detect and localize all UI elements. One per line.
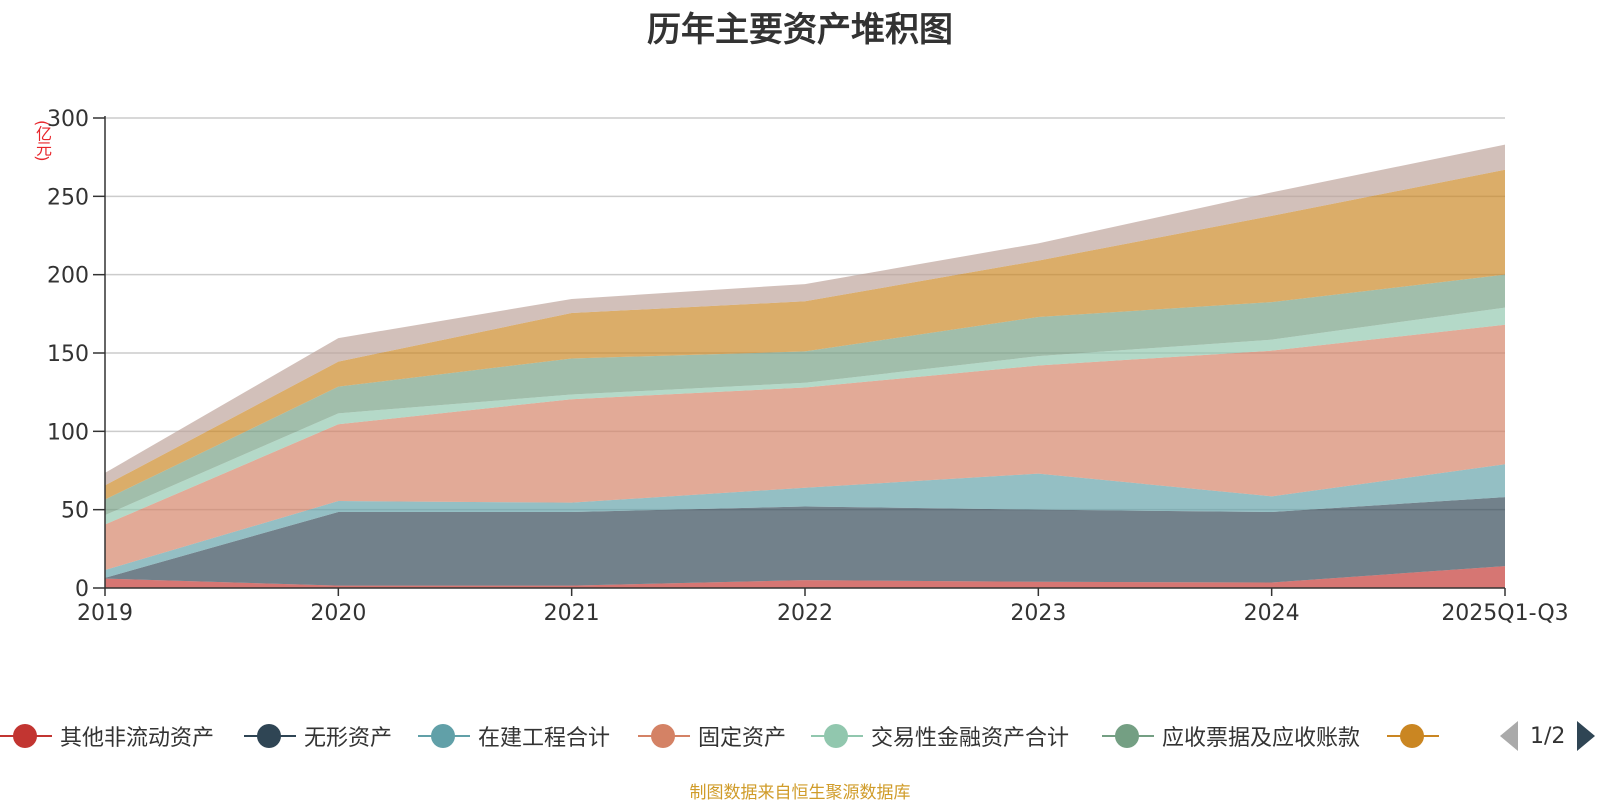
legend-page-indicator: 1/2: [1530, 723, 1566, 749]
legend-item[interactable]: 其他非流动资产: [0, 718, 214, 754]
source-note: 制图数据来自恒生聚源数据库: [689, 783, 911, 803]
legend-next-page-icon[interactable]: [1577, 721, 1596, 751]
y-tick-label: 150: [47, 342, 89, 367]
x-tick-label: 2022: [777, 601, 833, 626]
legend-marker-icon: [1102, 718, 1154, 754]
y-tick-label: 100: [47, 420, 89, 445]
legend-item[interactable]: 应收票据及应收账款: [1102, 718, 1360, 754]
legend-prev-page-icon[interactable]: [1500, 721, 1518, 751]
x-tick-label: 2021: [544, 601, 600, 626]
series-area: [105, 169, 1505, 500]
legend-label: 应收票据及应收账款: [1162, 726, 1361, 751]
legend-label: 在建工程合计: [478, 726, 611, 751]
series-area: [105, 144, 1505, 486]
legend-label: 固定资产: [698, 726, 787, 751]
legend-marker-icon: [244, 718, 296, 754]
legend-item[interactable]: 交易性金融资产合计: [811, 718, 1069, 754]
legend-label: 交易性金融资产合计: [871, 726, 1070, 751]
x-tick-label: 2025Q1-Q3: [1441, 601, 1568, 626]
y-tick-label: 250: [47, 185, 89, 210]
legend-label: 其他非流动资产: [60, 726, 215, 751]
x-tick-label: 2019: [77, 601, 133, 626]
x-tick-label: 2020: [310, 601, 366, 626]
legend-item[interactable]: 无形资产: [244, 718, 392, 754]
legend-item[interactable]: 固定资产: [638, 718, 786, 754]
y-axis-unit-label: (亿元): [33, 120, 52, 161]
legend-marker-icon: [418, 718, 470, 754]
series-area: [105, 324, 1505, 570]
legend-pager: 1/2: [1500, 718, 1596, 754]
series-area: [105, 464, 1505, 578]
legend-marker-icon: [1387, 718, 1439, 754]
series-area: [105, 274, 1505, 516]
y-tick-label: 300: [47, 107, 89, 132]
y-tick-label: 50: [61, 499, 89, 524]
x-tick-label: 2024: [1244, 601, 1300, 626]
legend-marker-icon: [0, 718, 52, 754]
series-area: [105, 497, 1505, 586]
legend-marker-icon: [811, 718, 863, 754]
series-area: [105, 566, 1505, 588]
x-tick-label: 2023: [1010, 601, 1066, 626]
legend-marker-icon: [638, 718, 690, 754]
chart-title: 历年主要资产堆积图: [647, 10, 953, 50]
legend-item[interactable]: [1387, 718, 1439, 754]
stacked-area-chart: 0 50 100 150 200 250 300 2019 2020 2021 2022 2023 20…: [47, 107, 1569, 626]
legend-label: 无形资产: [304, 726, 393, 751]
axis-layer: 0 50 100 150 200 250 300 2019 2020 2021 2022 2023 20…: [47, 107, 1569, 626]
area-layer: [105, 144, 1505, 588]
y-tick-label: 200: [47, 264, 89, 289]
y-tick-label: 0: [75, 577, 89, 602]
legend-item[interactable]: 在建工程合计: [418, 718, 610, 754]
series-area: [105, 307, 1505, 525]
legend: 其他非流动资产 无形资产 在建工程合计 固定资产 交易性金融资产合计 应收票据及应收账款: [0, 718, 1600, 754]
